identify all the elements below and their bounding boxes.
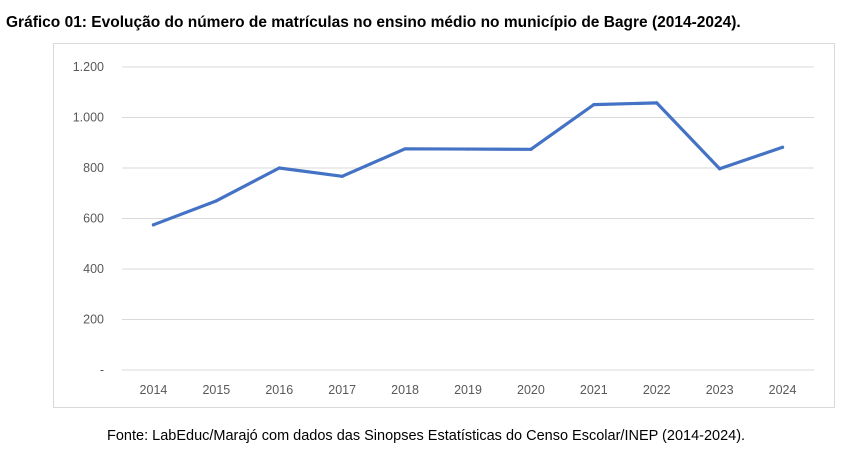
y-tick-label: -: [100, 363, 104, 377]
y-tick-label: 600: [83, 212, 104, 226]
x-tick-label: 2016: [265, 383, 293, 397]
line-chart: - 200 400 600 800 1.000 1.200 2014 2015 2016 2017 2…: [73, 60, 814, 397]
x-tick-label: 2018: [391, 383, 419, 397]
x-tick-label: 2015: [202, 383, 230, 397]
chart-area: - 200 400 600 800 1.000 1.200 2014 2015 2016 2017 2…: [53, 43, 835, 408]
data-point: [340, 174, 344, 178]
x-tick-label: 2019: [454, 383, 482, 397]
x-tick-label: 2021: [580, 383, 608, 397]
data-point: [151, 223, 156, 227]
data-point: [529, 147, 533, 151]
x-tick-label: 2024: [769, 383, 797, 397]
x-tick-label: 2017: [328, 383, 356, 397]
data-point: [718, 167, 722, 171]
x-tick-label: 2020: [517, 383, 545, 397]
data-point: [466, 147, 470, 151]
y-tick-label: 400: [83, 262, 104, 276]
y-tick-label: 1.200: [73, 60, 104, 74]
data-point: [655, 101, 659, 105]
data-point: [277, 166, 281, 170]
y-tick-label: 1.000: [73, 111, 104, 125]
data-point: [780, 145, 785, 149]
series-line: [151, 101, 785, 227]
x-tick-label: 2023: [706, 383, 734, 397]
y-tick-label: 800: [83, 161, 104, 175]
y-tick-label: 200: [83, 313, 104, 327]
x-tick-label: 2022: [643, 383, 671, 397]
source-note: Fonte: LabEduc/Marajó com dados das Sino…: [107, 428, 746, 444]
data-point: [403, 147, 407, 151]
data-point: [214, 199, 218, 203]
x-tick-label: 2014: [140, 383, 168, 397]
data-point: [592, 103, 596, 107]
chart-title: Gráfico 01: Evolução do número de matríc…: [6, 14, 741, 31]
